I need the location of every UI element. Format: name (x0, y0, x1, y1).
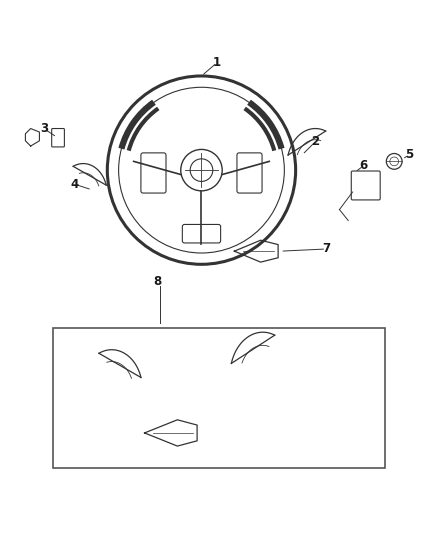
Text: 7: 7 (322, 243, 330, 255)
Bar (53, 328, 385, 468)
Text: 4: 4 (71, 177, 78, 191)
Text: 2: 2 (311, 135, 319, 148)
Text: 3: 3 (40, 122, 48, 135)
Text: 5: 5 (406, 148, 413, 161)
Text: 8: 8 (154, 276, 162, 288)
Text: 6: 6 (360, 159, 367, 172)
Text: 1: 1 (213, 56, 221, 69)
